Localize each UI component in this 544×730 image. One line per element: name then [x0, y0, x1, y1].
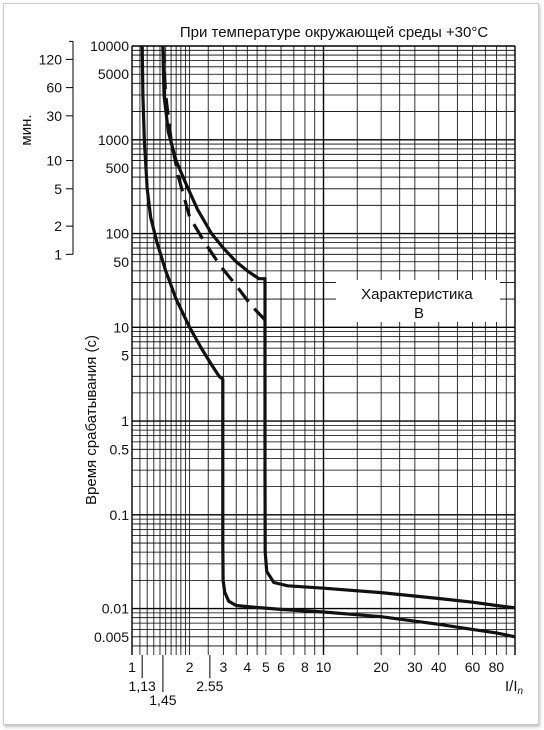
x-tick-label: 1	[128, 659, 136, 675]
y-tick-label: 0.01	[102, 601, 129, 617]
x-tick-label: 40	[431, 659, 447, 675]
chart-series-group	[140, 45, 516, 639]
x-axis-label: I/In	[505, 678, 524, 697]
y-tick-label: 10000	[90, 38, 129, 54]
x-tick-label: 20	[373, 659, 389, 675]
y-axis-label: Время срабатывания (с)	[83, 335, 100, 505]
y-tick-label: 0.005	[94, 629, 129, 645]
y-tick-label: 500	[106, 160, 130, 176]
x-tick-label: 5	[262, 659, 270, 675]
x-tick-label: 6	[277, 659, 285, 675]
series-line-dashed	[161, 45, 267, 322]
x-tick-label: 4	[243, 659, 251, 675]
series-line	[161, 45, 516, 610]
x-tick-label: 2	[186, 659, 194, 675]
minutes-scale: 120 60 30 10 5 2 1	[39, 40, 74, 262]
y-tick-labels: 10000 5000 1000 500 100 50 10 5 1 0.5 0.1 0.01 0.005	[90, 38, 129, 645]
minutes-tick-label: 60	[46, 80, 62, 96]
x-tick-label: 80	[489, 659, 505, 675]
y-tick-label: 100	[106, 226, 130, 242]
annotation-line-2: B	[414, 305, 424, 322]
x-mark-label: 2.55	[196, 678, 223, 694]
y-tick-label: 0.5	[110, 441, 130, 457]
minutes-tick-label: 5	[54, 181, 62, 197]
y-tick-label: 1000	[98, 132, 129, 148]
y-tick-label: 50	[113, 254, 129, 270]
chart-frame	[3, 3, 539, 725]
chart-grid	[131, 45, 516, 655]
minutes-tick-label: 1	[54, 246, 62, 262]
series-line	[140, 45, 516, 639]
y-tick-label: 1	[121, 413, 129, 429]
y-tick-label: 5000	[98, 66, 129, 82]
x-tick-label: 30	[407, 659, 423, 675]
x-tick-labels: 1 2 3 4 5 6 8 10 20 30 40 60 80 1,131,45 2.55	[128, 655, 504, 708]
annotation-label: Характеристика B	[361, 286, 477, 322]
minutes-axis-label: мин.	[18, 114, 35, 145]
minutes-tick-label: 120	[39, 51, 63, 67]
x-tick-label: 3	[219, 659, 227, 675]
minutes-tick-label: 2	[54, 218, 62, 234]
y-tick-label: 0.1	[110, 507, 130, 523]
x-mark-label: 1,13	[129, 678, 156, 694]
minutes-tick-label: 30	[46, 108, 62, 124]
annotation-line-1: Характеристика	[361, 286, 473, 303]
x-tick-label: 8	[301, 659, 309, 675]
x-tick-label: 10	[316, 659, 332, 675]
chart-title: При температуре окружающей среды +30°C	[180, 24, 489, 41]
x-mark-label: 1,45	[149, 692, 176, 708]
y-tick-label: 5	[121, 348, 129, 364]
x-tick-label: 60	[465, 659, 481, 675]
annotation-box	[336, 280, 500, 322]
minutes-tick-label: 10	[46, 153, 62, 169]
y-tick-label: 10	[113, 319, 129, 335]
